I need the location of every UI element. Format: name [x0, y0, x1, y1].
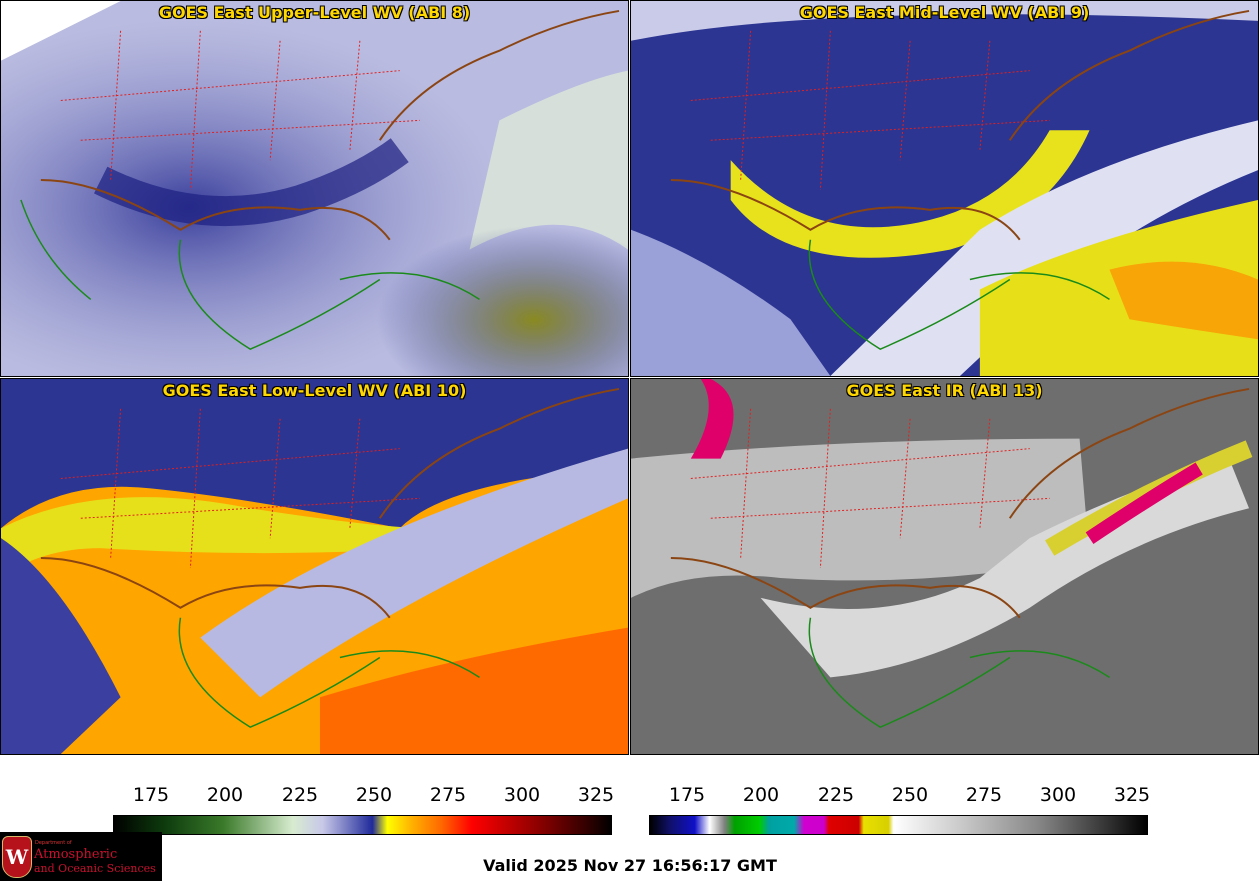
tick-label: 175 [668, 784, 706, 806]
panel-title: GOES East Low-Level WV (ABI 10) [162, 381, 467, 400]
colorbar-gradient [113, 815, 612, 835]
tick-label: 300 [503, 784, 541, 806]
aos-logo[interactable]: W Department of Atmospheric and Oceanic … [0, 832, 162, 881]
uw-seal-icon: W [2, 836, 32, 878]
tick-label: 325 [1113, 784, 1151, 806]
panel-title: GOES East IR (ABI 13) [846, 381, 1043, 400]
tick-label: 200 [206, 784, 244, 806]
satellite-image-mid-wv [631, 1, 1258, 376]
tick-label: 250 [355, 784, 393, 806]
logo-name-line2: and Oceanic Sciences [34, 862, 156, 875]
tick-label: 225 [281, 784, 319, 806]
panel-mid-level-wv: GOES East Mid-Level WV (ABI 9) [630, 0, 1259, 377]
tick-label: 275 [429, 784, 467, 806]
tick-label: 250 [891, 784, 929, 806]
panel-low-level-wv: GOES East Low-Level WV (ABI 10) [0, 378, 629, 755]
satellite-image-low-wv [1, 379, 628, 754]
satellite-image-ir [631, 379, 1258, 754]
logo-name-line1: Atmospheric [34, 847, 118, 862]
colorbar-gradient [649, 815, 1148, 835]
tick-label: 300 [1039, 784, 1077, 806]
panel-ir: GOES East IR (ABI 13) [630, 378, 1259, 755]
valid-time: Valid 2025 Nov 27 16:56:17 GMT [483, 856, 777, 875]
tick-label: 275 [965, 784, 1003, 806]
colorbar-infrared: 175 200 225 250 275 300 325 [649, 780, 1151, 835]
colorbar-water-vapor: 175 200 225 250 275 300 325 [113, 780, 615, 835]
tick-label: 325 [577, 784, 615, 806]
tick-label: 200 [742, 784, 780, 806]
tick-label: 175 [132, 784, 170, 806]
logo-dept-line: Department of [35, 840, 72, 846]
panel-title: GOES East Upper-Level WV (ABI 8) [158, 3, 471, 22]
panel-title: GOES East Mid-Level WV (ABI 9) [799, 3, 1090, 22]
panel-upper-level-wv: GOES East Upper-Level WV (ABI 8) [0, 0, 629, 377]
satellite-image-upper-wv [1, 1, 628, 376]
tick-label: 225 [817, 784, 855, 806]
